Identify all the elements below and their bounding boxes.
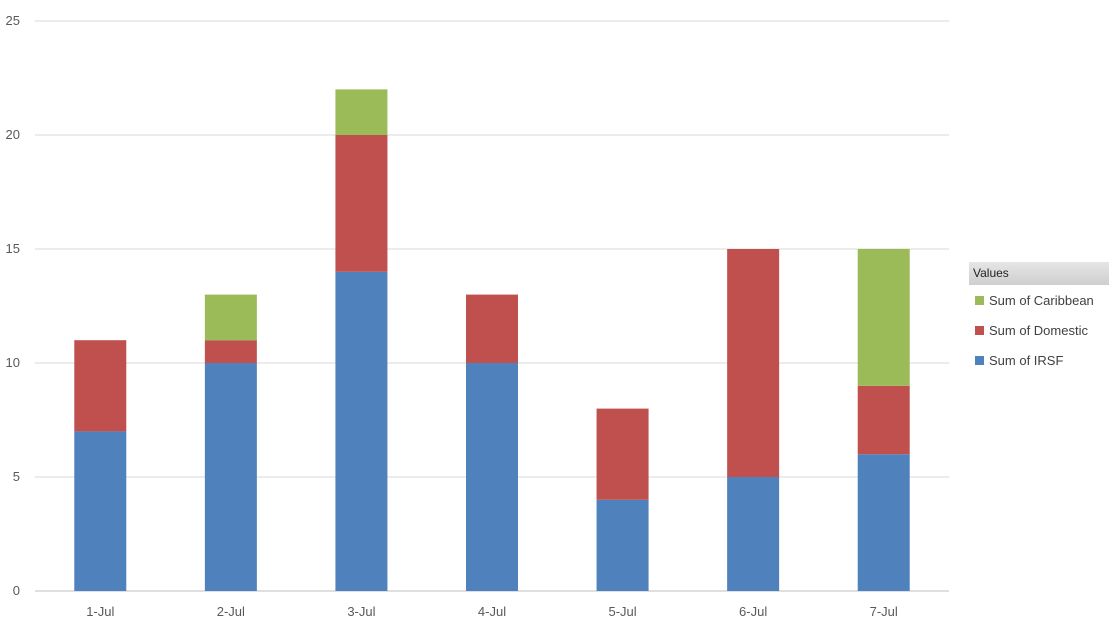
bars <box>74 89 910 591</box>
y-axis-ticks: 0 5 10 15 20 25 <box>6 13 20 598</box>
legend-item-irsf: Sum of IRSF <box>969 345 1109 375</box>
bar-sum-of-irsf-2-Jul[interactable] <box>204 363 257 591</box>
bar-sum-of-irsf-6-Jul[interactable] <box>727 477 780 591</box>
bar-sum-of-domestic-7-Jul[interactable] <box>857 385 910 455</box>
bar-sum-of-caribbean-2-Jul[interactable] <box>204 294 257 341</box>
legend-swatch-domestic <box>975 325 984 335</box>
x-tick-label: 7-Jul <box>870 604 898 619</box>
y-tick-label: 5 <box>13 469 20 484</box>
x-tick-label: 5-Jul <box>608 604 636 619</box>
x-tick-label: 2-Jul <box>217 604 245 619</box>
y-tick-label: 25 <box>6 13 20 28</box>
bar-sum-of-caribbean-7-Jul[interactable] <box>857 249 910 386</box>
bar-sum-of-domestic-4-Jul[interactable] <box>466 294 518 363</box>
bar-sum-of-domestic-6-Jul[interactable] <box>727 249 780 477</box>
y-tick-label: 10 <box>6 355 20 370</box>
bar-sum-of-irsf-5-Jul[interactable] <box>596 499 649 591</box>
bar-sum-of-domestic-1-Jul[interactable] <box>74 340 127 432</box>
bar-sum-of-irsf-3-Jul[interactable] <box>335 271 388 591</box>
x-tick-label: 6-Jul <box>739 604 767 619</box>
legend-swatch-irsf <box>975 355 984 365</box>
bar-sum-of-irsf-7-Jul[interactable] <box>857 454 910 591</box>
legend: Values Sum of Caribbean Sum of Domestic … <box>969 262 1109 375</box>
legend-item-caribbean: Sum of Caribbean <box>969 285 1109 315</box>
bar-sum-of-domestic-5-Jul[interactable] <box>596 408 649 500</box>
bar-sum-of-caribbean-3-Jul[interactable] <box>335 89 388 135</box>
legend-label-domestic: Sum of Domestic <box>989 322 1088 338</box>
legend-swatch-caribbean <box>975 295 984 305</box>
bar-sum-of-irsf-4-Jul[interactable] <box>466 363 518 591</box>
legend-title[interactable]: Values <box>969 262 1109 285</box>
bar-sum-of-domestic-3-Jul[interactable] <box>335 135 388 272</box>
x-tick-label: 3-Jul <box>347 604 375 619</box>
x-axis-ticks: 1-Jul 2-Jul 3-Jul 4-Jul 5-Jul 6-Jul 7-Jul <box>86 604 898 619</box>
y-tick-label: 20 <box>6 127 20 142</box>
y-tick-label: 0 <box>13 583 20 598</box>
x-tick-label: 4-Jul <box>478 604 506 619</box>
x-tick-label: 1-Jul <box>86 604 114 619</box>
bar-sum-of-irsf-1-Jul[interactable] <box>74 431 127 591</box>
y-tick-label: 15 <box>6 241 20 256</box>
bar-sum-of-domestic-2-Jul[interactable] <box>204 340 257 363</box>
legend-item-domestic: Sum of Domestic <box>969 315 1109 345</box>
legend-label-irsf: Sum of IRSF <box>989 352 1064 368</box>
legend-label-caribbean: Sum of Caribbean <box>989 292 1094 308</box>
